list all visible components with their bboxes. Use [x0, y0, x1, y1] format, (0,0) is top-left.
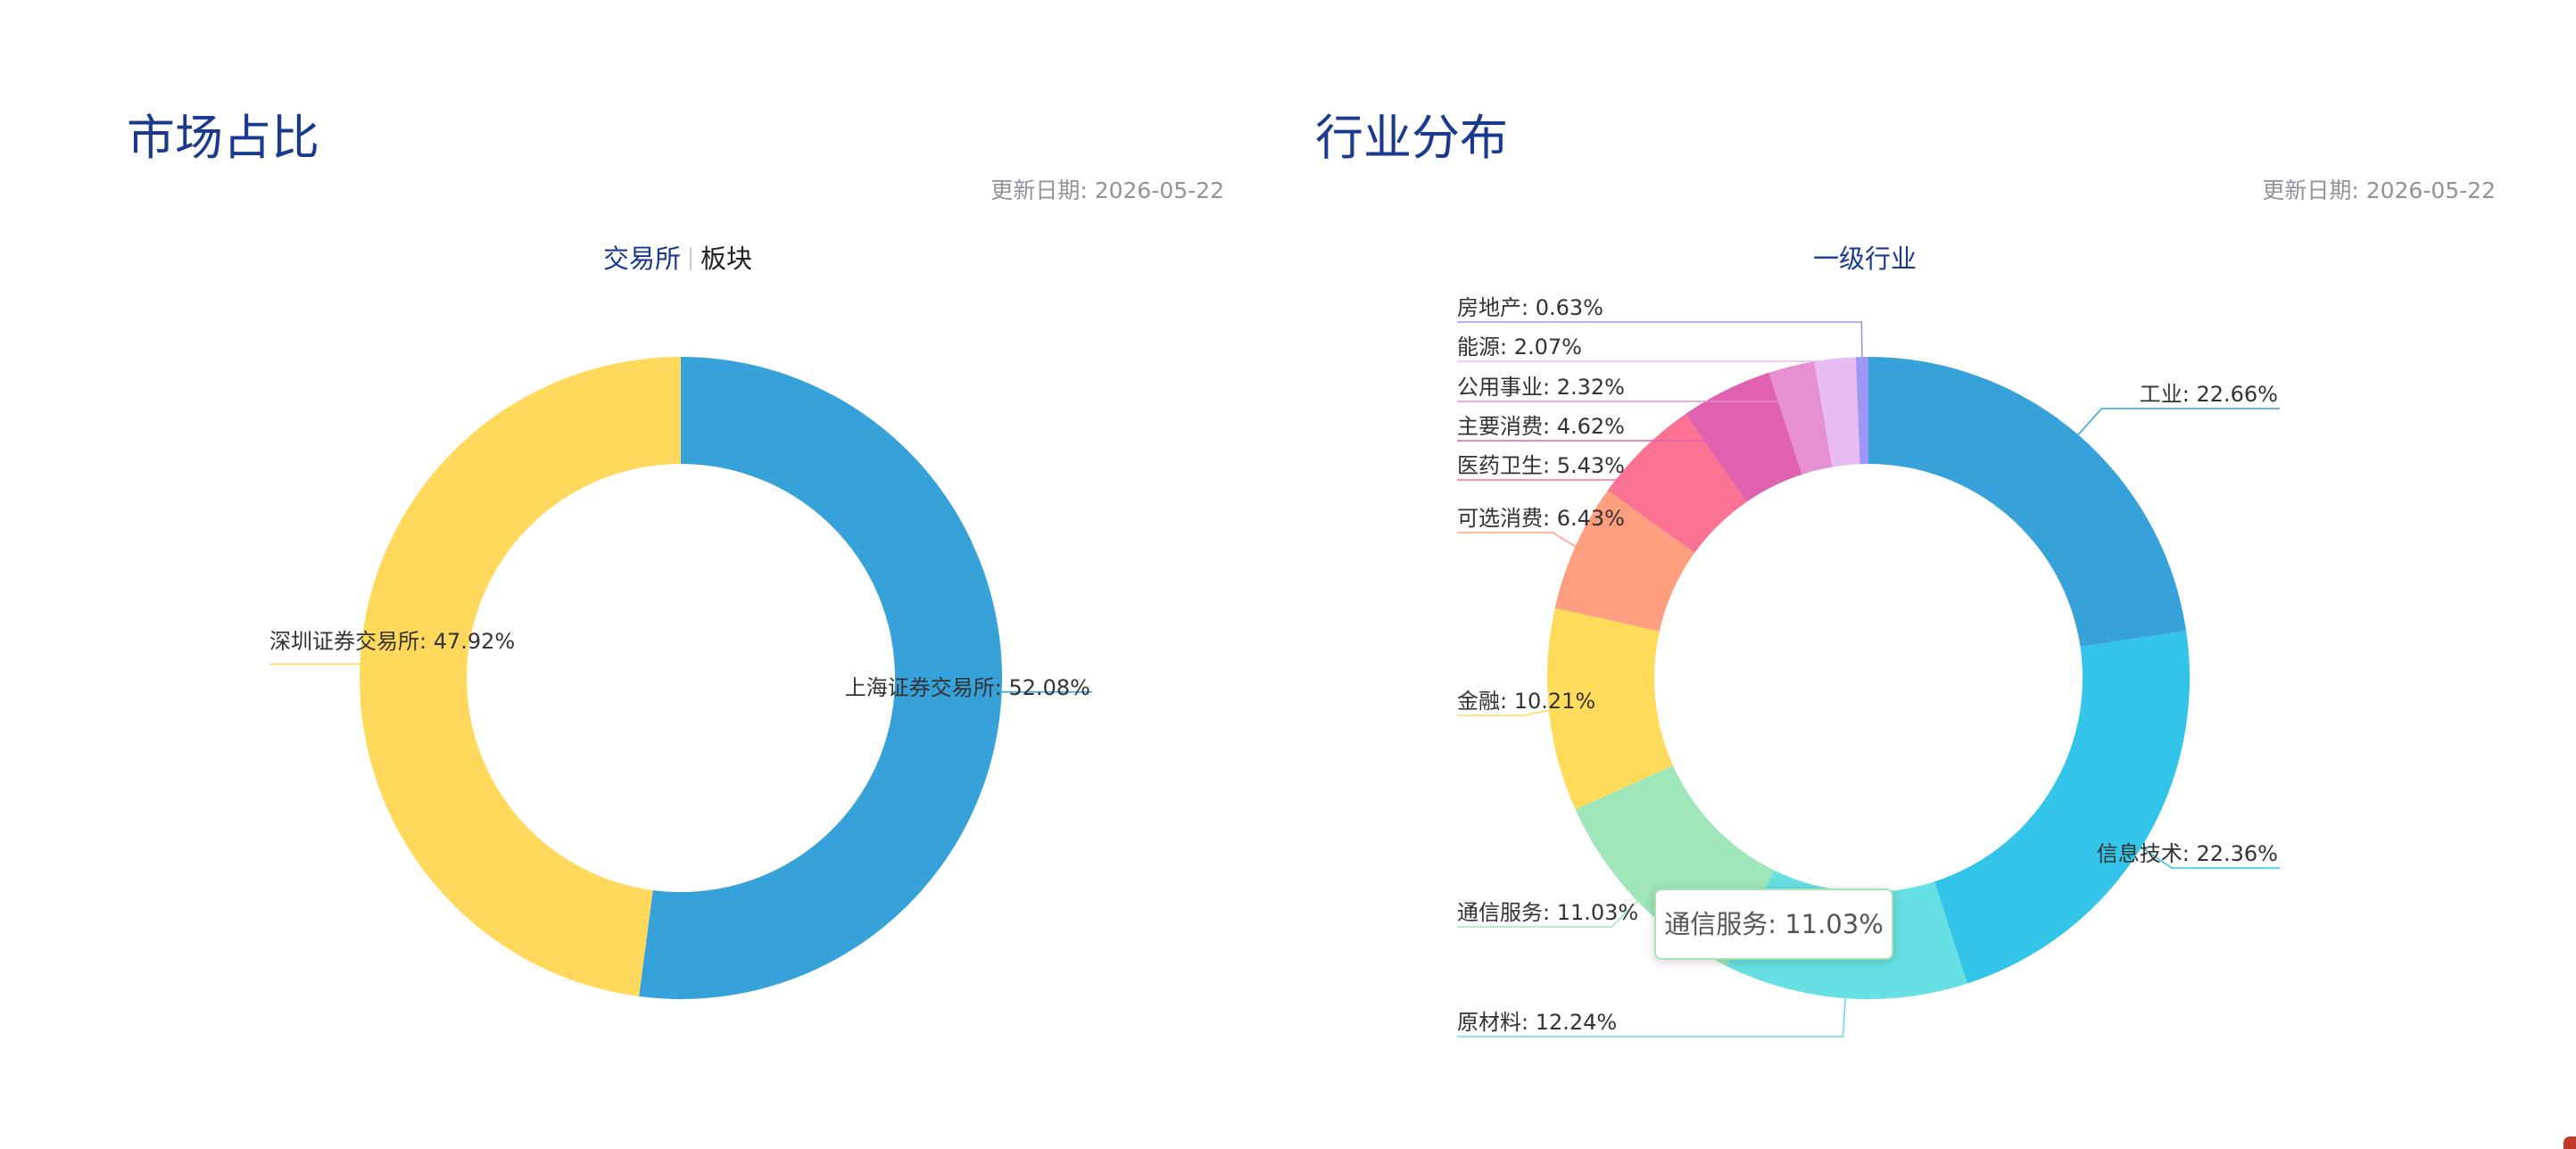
- slice-label-industry-7: 主要消费: 4.62%: [1457, 414, 1625, 439]
- slice-label-industry-1: 信息技术: 22.36%: [2097, 841, 2278, 866]
- slice-label-industry-9: 能源: 2.07%: [1457, 335, 1582, 360]
- market-share-donut-chart: 上海证券交易所: 52.08% 深圳证券交易所: 47.92%: [269, 356, 1092, 999]
- donut-slice-industry-0[interactable]: [1868, 357, 2187, 647]
- donut-slice-industry-7[interactable]: [1686, 372, 1802, 502]
- industry-panel: 行业分布 更新日期: 2026-05-22 一级行业 工业: 22.66% 信息技…: [1288, 0, 2576, 1149]
- slice-label-industry-3: 通信服务: 11.03%: [1457, 900, 1638, 925]
- leader-line-industry-0: [2077, 408, 2280, 435]
- donut-slice-industry-6[interactable]: [1607, 414, 1747, 553]
- donut-slice-exchange-0[interactable]: [639, 356, 1003, 999]
- donut-slice-exchange-1[interactable]: [360, 357, 681, 996]
- slice-label-industry-4: 金融: 10.21%: [1457, 689, 1595, 714]
- leader-line-industry-10: [1457, 321, 1863, 358]
- leader-line-industry-8: [1457, 366, 1793, 402]
- donut-slice-industry-1[interactable]: [1934, 631, 2191, 984]
- slice-label-exchange-1: 深圳证券交易所: 47.92%: [269, 629, 515, 654]
- leader-line-industry-1: [2141, 847, 2280, 869]
- slice-label-industry-10: 房地产: 0.63%: [1457, 295, 1603, 320]
- donut-slice-industry-5[interactable]: [1554, 490, 1695, 632]
- leader-line-industry-2: [1457, 998, 1846, 1037]
- slice-label-industry-0: 工业: 22.66%: [2140, 382, 2278, 407]
- tab-exchange[interactable]: 交易所: [603, 244, 682, 274]
- industry-title: 行业分布: [1315, 110, 1508, 166]
- slice-label-industry-5: 可选消费: 6.43%: [1457, 506, 1625, 531]
- slice-label-exchange-0: 上海证券交易所: 52.08%: [845, 675, 1090, 700]
- donut-slice-industry-8[interactable]: [1768, 361, 1833, 475]
- leader-line-industry-6: [1457, 448, 1644, 481]
- leader-line-industry-5: [1457, 532, 1577, 548]
- slice-label-industry-2: 原材料: 12.24%: [1457, 1010, 1617, 1035]
- leader-line-industry-9: [1457, 358, 1835, 362]
- industry-update-date: 更新日期: 2026-05-22: [2262, 178, 2496, 203]
- leader-line-industry-7: [1457, 390, 1727, 442]
- leader-line-industry-3: [1457, 900, 1638, 928]
- market-share-tabs: 交易所 板块: [603, 241, 752, 277]
- slice-label-industry-6: 医药卫生: 5.43%: [1457, 453, 1625, 478]
- tab-level1-industry[interactable]: 一级行业: [1813, 244, 1918, 274]
- industry-tabs: 一级行业: [1813, 241, 1917, 277]
- slice-label-industry-8: 公用事业: 2.32%: [1457, 375, 1625, 400]
- tab-sector[interactable]: 板块: [700, 244, 753, 274]
- corner-indicator-icon: [2564, 1137, 2576, 1149]
- tab-divider: [690, 247, 692, 270]
- industry-donut-chart: 工业: 22.66% 信息技术: 22.36% 原材料: 12.24% 通信服务: 1…: [1457, 295, 2280, 1037]
- donut-slice-industry-4[interactable]: [1546, 608, 1674, 810]
- market-share-title: 市场占比: [127, 110, 319, 166]
- chart-tooltip: 通信服务: 11.03%: [1654, 889, 1893, 960]
- market-share-panel: 市场占比 更新日期: 2026-05-22 交易所 板块 上海证券交易所: 52.…: [127, 110, 1224, 999]
- donut-slice-industry-10[interactable]: [1855, 357, 1868, 465]
- donut-slice-industry-9[interactable]: [1814, 357, 1860, 467]
- leader-line-industry-4: [1457, 709, 1549, 716]
- market-share-update-date: 更新日期: 2026-05-22: [990, 178, 1224, 203]
